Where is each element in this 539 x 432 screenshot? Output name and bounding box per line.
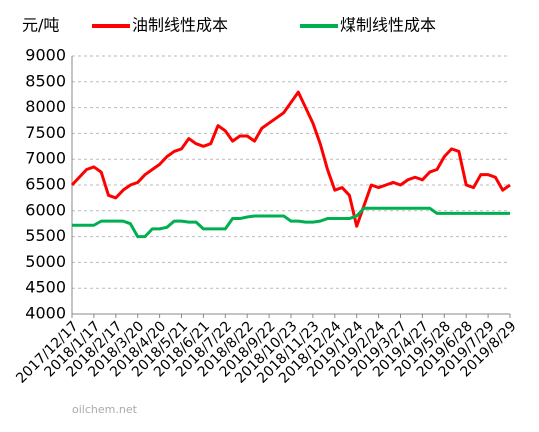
y-tick-label: 4500 [25, 278, 66, 297]
y-tick-label: 7500 [25, 123, 66, 142]
y-tick-label: 6500 [25, 175, 66, 194]
series-line [72, 206, 510, 239]
y-tick-label: 9000 [25, 46, 66, 65]
y-tick-label: 7000 [25, 149, 66, 168]
series-line [70, 90, 511, 228]
unit-label: 元/吨 [22, 16, 59, 35]
legend-label: 油制线性成本 [132, 16, 228, 35]
y-tick-label: 5500 [25, 226, 66, 245]
y-tick-label: 4000 [25, 304, 66, 323]
y-tick-label: 6000 [25, 200, 66, 219]
y-tick-label: 8000 [25, 97, 66, 116]
legend-label: 煤制线性成本 [340, 16, 436, 35]
y-tick-label: 5000 [25, 252, 66, 271]
y-tick-label: 8500 [25, 71, 66, 90]
watermark: oilchem.net [72, 403, 138, 416]
